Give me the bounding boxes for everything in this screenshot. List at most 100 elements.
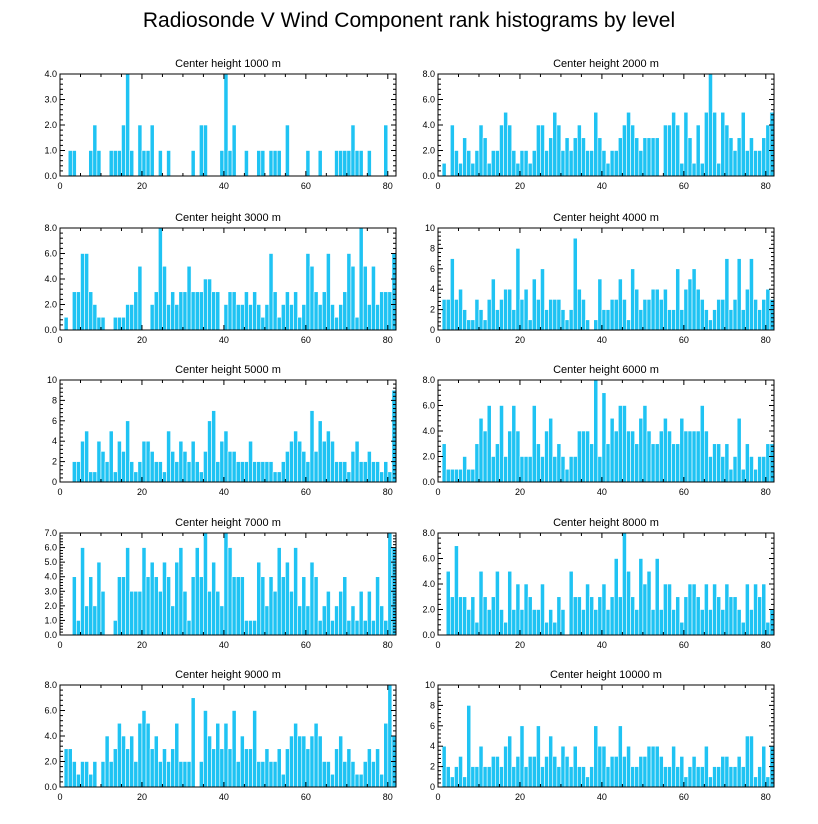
histogram-bar xyxy=(716,299,722,331)
histogram-bar xyxy=(96,440,102,483)
histogram-bar xyxy=(260,150,266,177)
histogram-bar xyxy=(338,150,344,177)
x-tick-label: 20 xyxy=(515,487,525,497)
histogram-bar xyxy=(235,461,241,483)
histogram-bar xyxy=(671,609,676,636)
histogram-bar xyxy=(268,576,274,636)
histogram-bar xyxy=(769,609,775,636)
histogram-bar xyxy=(724,583,730,636)
histogram-bar xyxy=(531,405,537,483)
histogram-bar xyxy=(445,766,451,788)
histogram-bar xyxy=(256,461,262,483)
histogram-bar xyxy=(141,150,147,177)
histogram-bar xyxy=(601,583,607,636)
histogram-bar xyxy=(256,761,262,788)
histogram-bar xyxy=(137,265,143,331)
histogram-bar xyxy=(728,137,734,177)
histogram-bar xyxy=(207,735,212,788)
histogram-bar xyxy=(190,291,196,331)
histogram-bar xyxy=(695,430,701,483)
histogram-bar xyxy=(556,299,562,331)
x-tick-label: 0 xyxy=(57,335,62,345)
histogram-bar xyxy=(117,316,122,331)
histogram-bar xyxy=(724,443,730,483)
histogram-bar xyxy=(166,430,171,483)
histogram-bar xyxy=(470,319,476,331)
histogram-bar xyxy=(194,461,200,483)
histogram-bar xyxy=(454,468,459,483)
histogram-bar xyxy=(129,461,135,483)
histogram-bar xyxy=(321,761,327,788)
histogram-bar xyxy=(371,461,376,483)
x-tick-label: 0 xyxy=(435,640,440,650)
histogram-bar xyxy=(736,258,742,331)
histogram-bar xyxy=(540,456,545,483)
histogram-bar xyxy=(568,150,574,177)
x-tick-label: 20 xyxy=(515,792,525,802)
histogram-bar xyxy=(577,288,582,331)
histogram-bar xyxy=(572,137,578,177)
y-tick-label: 8.0 xyxy=(422,528,435,538)
histogram-bar xyxy=(317,304,323,331)
histogram-bar xyxy=(564,468,570,483)
histogram-bar xyxy=(272,590,278,636)
histogram-bar xyxy=(503,111,508,177)
histogram-bar xyxy=(728,309,734,331)
histogram-bar xyxy=(622,532,627,636)
histogram-bar xyxy=(663,766,668,788)
histogram-bar xyxy=(338,590,344,636)
histogram-bar xyxy=(478,745,484,788)
histogram-bar xyxy=(305,605,311,636)
histogram-bar xyxy=(149,748,155,788)
histogram-bar xyxy=(699,609,705,636)
histogram-bar xyxy=(170,748,176,788)
histogram-bar xyxy=(317,620,323,636)
histogram-panel: Center height 5000 m 0 20 40 60 80 0 2 4 6 8 10 xyxy=(47,364,397,497)
histogram-bar xyxy=(219,150,225,177)
histogram-bar xyxy=(609,756,615,788)
histogram-bar xyxy=(219,605,225,636)
x-tick-label: 80 xyxy=(383,640,393,650)
histogram-bar xyxy=(121,451,126,483)
histogram-bar xyxy=(515,162,521,177)
histogram-bar xyxy=(158,761,163,788)
panel-title: Center height 8000 m xyxy=(553,517,659,529)
histogram-bar xyxy=(548,417,554,483)
histogram-bar xyxy=(556,124,562,177)
histogram-bar xyxy=(736,417,742,483)
histogram-bar xyxy=(231,710,237,788)
histogram-panel: Center height 3000 m 0 20 40 60 80 0.0 2.0 4.0 6.… xyxy=(44,212,397,345)
histogram-bar xyxy=(720,456,726,483)
histogram-bar xyxy=(88,773,94,788)
histogram-bar xyxy=(244,461,249,483)
histogram-bar xyxy=(638,558,644,636)
histogram-panel: Center height 1000 m 0 20 40 60 80 0.0 1.0 2.0 3.… xyxy=(44,58,397,191)
histogram-bar xyxy=(663,288,668,331)
histogram-bar xyxy=(536,443,541,483)
histogram-bar xyxy=(536,725,541,788)
histogram-bar xyxy=(88,150,94,177)
histogram-bar xyxy=(170,291,176,331)
histogram-bar xyxy=(354,440,360,483)
histogram-bar xyxy=(121,735,126,788)
histogram-bar xyxy=(178,761,184,788)
histogram-bar xyxy=(186,461,192,483)
histogram-bar xyxy=(309,735,315,788)
y-tick-label: 10 xyxy=(47,375,57,385)
histogram-bar xyxy=(679,621,685,636)
histogram-bar xyxy=(638,756,644,788)
histogram-bar xyxy=(153,576,159,636)
histogram-bar xyxy=(761,583,767,636)
x-tick-label: 40 xyxy=(597,181,607,191)
histogram-bar xyxy=(585,776,590,788)
histogram-bar xyxy=(470,162,476,177)
histogram-bar xyxy=(441,299,447,331)
histogram-bar xyxy=(449,124,455,177)
histogram-bar xyxy=(239,304,245,331)
histogram-bar xyxy=(375,304,380,331)
x-tick-label: 80 xyxy=(383,335,393,345)
y-tick-label: 0.0 xyxy=(422,171,435,181)
histogram-bar xyxy=(531,278,537,331)
x-tick-label: 40 xyxy=(219,792,229,802)
histogram-bar xyxy=(125,304,130,331)
